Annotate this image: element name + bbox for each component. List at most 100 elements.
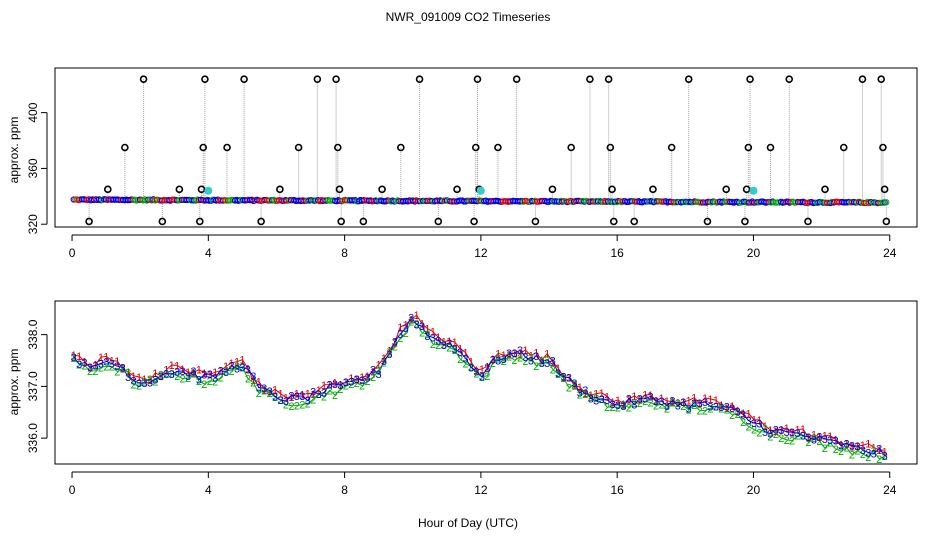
digit-marker-3: 3 bbox=[272, 392, 278, 404]
flagged-point bbox=[494, 143, 502, 152]
flagged-point bbox=[294, 143, 303, 152]
digit-marker-1: 1 bbox=[435, 332, 441, 344]
digit-marker-2: 2 bbox=[321, 392, 327, 404]
digit-marker-1: 1 bbox=[746, 408, 752, 420]
digit-marker-2: 2 bbox=[680, 401, 686, 413]
flagged-point bbox=[257, 217, 265, 226]
digit-marker-3: 3 bbox=[87, 362, 93, 374]
digit-marker-2: 2 bbox=[555, 369, 561, 381]
digit-marker-3: 3 bbox=[702, 397, 708, 409]
digit-marker-2: 2 bbox=[71, 353, 77, 365]
digit-marker-1: 1 bbox=[577, 382, 583, 394]
digit-marker-2: 2 bbox=[343, 380, 349, 392]
digit-marker-2: 2 bbox=[588, 392, 594, 404]
digit-marker-1: 1 bbox=[152, 368, 158, 380]
digit-marker-1: 1 bbox=[256, 376, 262, 388]
flagged-point bbox=[606, 143, 615, 152]
digit-marker-3: 3 bbox=[642, 394, 648, 406]
digit-marker-2: 2 bbox=[87, 366, 93, 378]
digit-marker-1: 1 bbox=[277, 389, 283, 401]
digit-marker-2: 2 bbox=[729, 410, 735, 422]
digit-marker-2: 2 bbox=[620, 400, 626, 412]
digit-marker-3: 3 bbox=[550, 356, 556, 368]
digit-marker-1: 1 bbox=[615, 395, 621, 407]
digit-marker-2: 2 bbox=[457, 354, 463, 366]
digit-marker-2: 2 bbox=[566, 383, 572, 395]
digit-marker-3: 3 bbox=[180, 366, 186, 378]
panel-bottom-x-tick-label: 24 bbox=[883, 483, 897, 497]
digit-marker-2: 2 bbox=[675, 398, 681, 410]
digit-marker-2: 2 bbox=[876, 454, 882, 466]
digit-marker-2: 2 bbox=[234, 361, 240, 373]
panel-bottom-y-tick-label: 337.0 bbox=[26, 371, 40, 401]
flagged-point bbox=[821, 185, 829, 194]
panel-top-y-tick-label: 360 bbox=[26, 158, 40, 178]
digit-marker-3: 3 bbox=[658, 396, 664, 408]
digit-marker-1: 1 bbox=[838, 439, 844, 451]
digit-marker-2: 2 bbox=[174, 371, 180, 383]
digit-marker-2: 2 bbox=[560, 373, 566, 385]
flagged-point bbox=[858, 75, 867, 83]
digit-marker-3: 3 bbox=[223, 367, 229, 379]
digit-marker-2: 2 bbox=[571, 380, 577, 392]
digit-marker-3: 3 bbox=[843, 438, 849, 450]
digit-marker-2: 2 bbox=[196, 376, 202, 388]
digit-marker-2: 2 bbox=[136, 380, 142, 392]
digit-marker-2: 2 bbox=[528, 353, 534, 365]
flagged-point bbox=[335, 185, 344, 194]
flagged-point bbox=[104, 185, 112, 194]
digit-marker-3: 3 bbox=[631, 400, 637, 412]
flagged-point bbox=[333, 143, 342, 152]
flagged-point bbox=[879, 143, 887, 152]
digit-marker-1: 1 bbox=[201, 368, 207, 380]
digit-marker-1: 1 bbox=[381, 353, 387, 365]
digit-marker-1: 1 bbox=[370, 366, 376, 378]
digit-marker-1: 1 bbox=[501, 350, 507, 362]
digit-marker-3: 3 bbox=[370, 365, 376, 377]
digit-marker-2: 2 bbox=[653, 401, 659, 413]
digit-marker-3: 3 bbox=[767, 428, 773, 440]
digit-marker-2: 2 bbox=[381, 358, 387, 370]
digit-marker-2: 2 bbox=[604, 402, 610, 414]
digit-marker-3: 3 bbox=[593, 396, 599, 408]
digit-marker-3: 3 bbox=[337, 380, 343, 392]
digit-marker-2: 2 bbox=[735, 409, 741, 421]
flagged-point bbox=[567, 143, 575, 152]
digit-marker-1: 1 bbox=[528, 350, 534, 362]
digit-marker-3: 3 bbox=[729, 403, 735, 415]
flagged-point bbox=[196, 217, 204, 226]
digit-marker-3: 3 bbox=[185, 371, 191, 383]
digit-marker-3: 3 bbox=[495, 355, 501, 367]
digit-marker-3: 3 bbox=[71, 352, 77, 364]
digit-marker-2: 2 bbox=[163, 369, 169, 381]
digit-marker-2: 2 bbox=[375, 365, 381, 377]
digit-marker-2: 2 bbox=[479, 372, 485, 384]
digit-marker-1: 1 bbox=[299, 389, 305, 401]
digit-marker-3: 3 bbox=[762, 427, 768, 439]
digit-marker-1: 1 bbox=[87, 363, 93, 375]
digit-marker-1: 1 bbox=[778, 424, 784, 436]
digit-marker-2: 2 bbox=[316, 389, 322, 401]
digit-marker-1: 1 bbox=[702, 393, 708, 405]
digit-marker-1: 1 bbox=[669, 397, 675, 409]
digit-marker-1: 1 bbox=[310, 389, 316, 401]
digit-marker-1: 1 bbox=[675, 398, 681, 410]
digit-marker-2: 2 bbox=[631, 398, 637, 410]
digit-marker-3: 3 bbox=[190, 366, 196, 378]
digit-marker-2: 2 bbox=[740, 417, 746, 429]
digit-marker-1: 1 bbox=[522, 345, 528, 357]
flagged-point bbox=[332, 75, 340, 83]
flagged-point bbox=[877, 75, 886, 83]
digit-marker-3: 3 bbox=[533, 351, 539, 363]
digit-marker-1: 1 bbox=[707, 394, 713, 406]
digit-marker-2: 2 bbox=[626, 402, 632, 414]
digit-marker-1: 1 bbox=[103, 351, 109, 363]
digit-marker-2: 2 bbox=[718, 404, 724, 416]
digit-marker-2: 2 bbox=[746, 422, 752, 434]
flagged-point bbox=[434, 217, 443, 226]
digit-marker-2: 2 bbox=[245, 373, 251, 385]
digit-marker-1: 1 bbox=[163, 365, 169, 377]
digit-marker-2: 2 bbox=[794, 431, 800, 443]
digit-marker-3: 3 bbox=[321, 387, 327, 399]
digit-marker-2: 2 bbox=[348, 379, 354, 391]
